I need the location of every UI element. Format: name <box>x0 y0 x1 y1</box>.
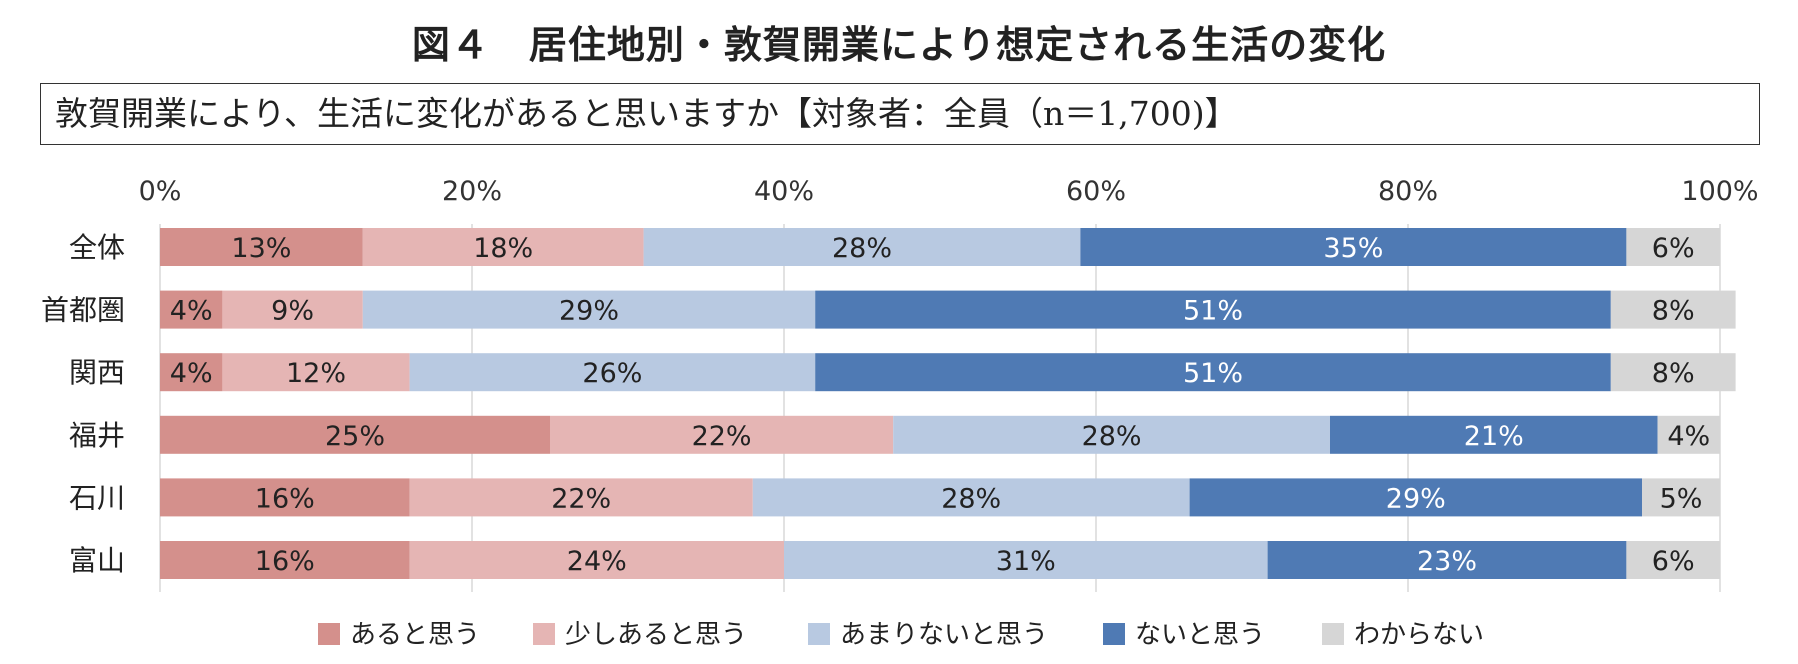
bar-segment <box>160 228 363 266</box>
bar-segment <box>362 290 816 329</box>
category-label: 富山 <box>69 544 125 577</box>
legend-swatch <box>1103 623 1125 645</box>
bar-segment <box>160 353 223 392</box>
chart-title: 図４ 居住地別・敦賀開業により想定される生活の変化 <box>411 23 1387 67</box>
legend-label: わからない <box>1354 620 1484 650</box>
bar-segment <box>815 353 1611 392</box>
bar-segment <box>1642 478 1720 517</box>
legend-swatch <box>533 623 555 645</box>
data-label: 6% <box>1652 233 1695 264</box>
bar-segment <box>160 478 410 517</box>
bar-segment <box>1610 353 1736 392</box>
bar-segment <box>409 541 784 579</box>
category-label: 福井 <box>69 419 125 452</box>
data-label: 18% <box>473 233 533 264</box>
data-label: 28% <box>832 233 892 264</box>
data-label: 31% <box>996 546 1056 577</box>
data-label: 35% <box>1323 233 1383 264</box>
data-label: 24% <box>567 546 627 577</box>
data-label: 4% <box>1667 421 1710 452</box>
category-label: 関西 <box>69 356 125 389</box>
data-label: 28% <box>1082 421 1142 452</box>
x-tick-label: 60% <box>1066 176 1126 207</box>
data-label: 22% <box>692 421 752 452</box>
data-label: 21% <box>1464 421 1524 452</box>
data-label: 16% <box>255 546 315 577</box>
legend-label: あまりないと思う <box>840 620 1048 650</box>
data-label: 8% <box>1652 358 1695 389</box>
data-label: 4% <box>170 358 213 389</box>
bar-segment <box>1626 541 1720 579</box>
x-tick-label: 80% <box>1378 176 1438 207</box>
category-label: 全体 <box>69 231 125 264</box>
data-label: 16% <box>255 483 315 514</box>
x-tick-label: 100% <box>1681 176 1758 207</box>
data-label: 22% <box>551 483 611 514</box>
bar-segment <box>160 541 410 579</box>
bar-segment <box>893 415 1330 454</box>
legend-swatch <box>1322 623 1344 645</box>
category-label: 石川 <box>69 481 125 514</box>
bar-segment <box>550 415 894 454</box>
category-label: 首都圏 <box>41 294 125 327</box>
bar-segment <box>1330 415 1658 454</box>
legend-label: 少しあると思う <box>565 620 747 650</box>
bar-segment <box>362 228 644 266</box>
bar-segment <box>222 290 363 329</box>
x-tick-label: 0% <box>139 176 182 207</box>
bar-segment <box>409 478 753 517</box>
data-label: 12% <box>286 358 346 389</box>
data-label: 51% <box>1183 358 1243 389</box>
bar-segment <box>1657 415 1720 454</box>
legend-label: あると思う <box>350 620 480 650</box>
legend-swatch <box>318 623 340 645</box>
data-label: 23% <box>1417 546 1477 577</box>
data-label: 25% <box>325 421 385 452</box>
data-label: 51% <box>1183 296 1243 327</box>
survey-question-box: 敦賀開業により、生活に変化があると思いますか【対象者：全員（n＝1,700)】 <box>40 83 1760 145</box>
data-label: 5% <box>1660 483 1703 514</box>
bar-segment <box>1267 541 1627 579</box>
bar-segment <box>815 290 1611 329</box>
x-tick-label: 20% <box>442 176 502 207</box>
bar-segment <box>409 353 816 392</box>
bar-segment <box>160 415 550 454</box>
bar-segment <box>1610 290 1736 329</box>
data-label: 29% <box>1386 483 1446 514</box>
data-label: 6% <box>1652 546 1695 577</box>
legend-label: ないと思う <box>1135 620 1265 650</box>
bar-segment <box>643 228 1081 266</box>
data-label: 8% <box>1652 296 1695 327</box>
data-label: 13% <box>231 233 291 264</box>
data-label: 9% <box>271 296 314 327</box>
bar-segment <box>752 478 1190 517</box>
data-label: 4% <box>170 296 213 327</box>
bar-segment <box>222 353 410 392</box>
bar-segment <box>1626 228 1720 266</box>
data-label: 26% <box>582 358 642 389</box>
data-label: 29% <box>559 296 619 327</box>
legend-swatch <box>808 623 830 645</box>
data-label: 28% <box>941 483 1001 514</box>
bar-segment <box>160 290 223 329</box>
bar-segment <box>1080 228 1627 266</box>
bar-segment <box>1189 478 1642 517</box>
bar-segment <box>784 541 1268 579</box>
x-tick-label: 40% <box>754 176 814 207</box>
